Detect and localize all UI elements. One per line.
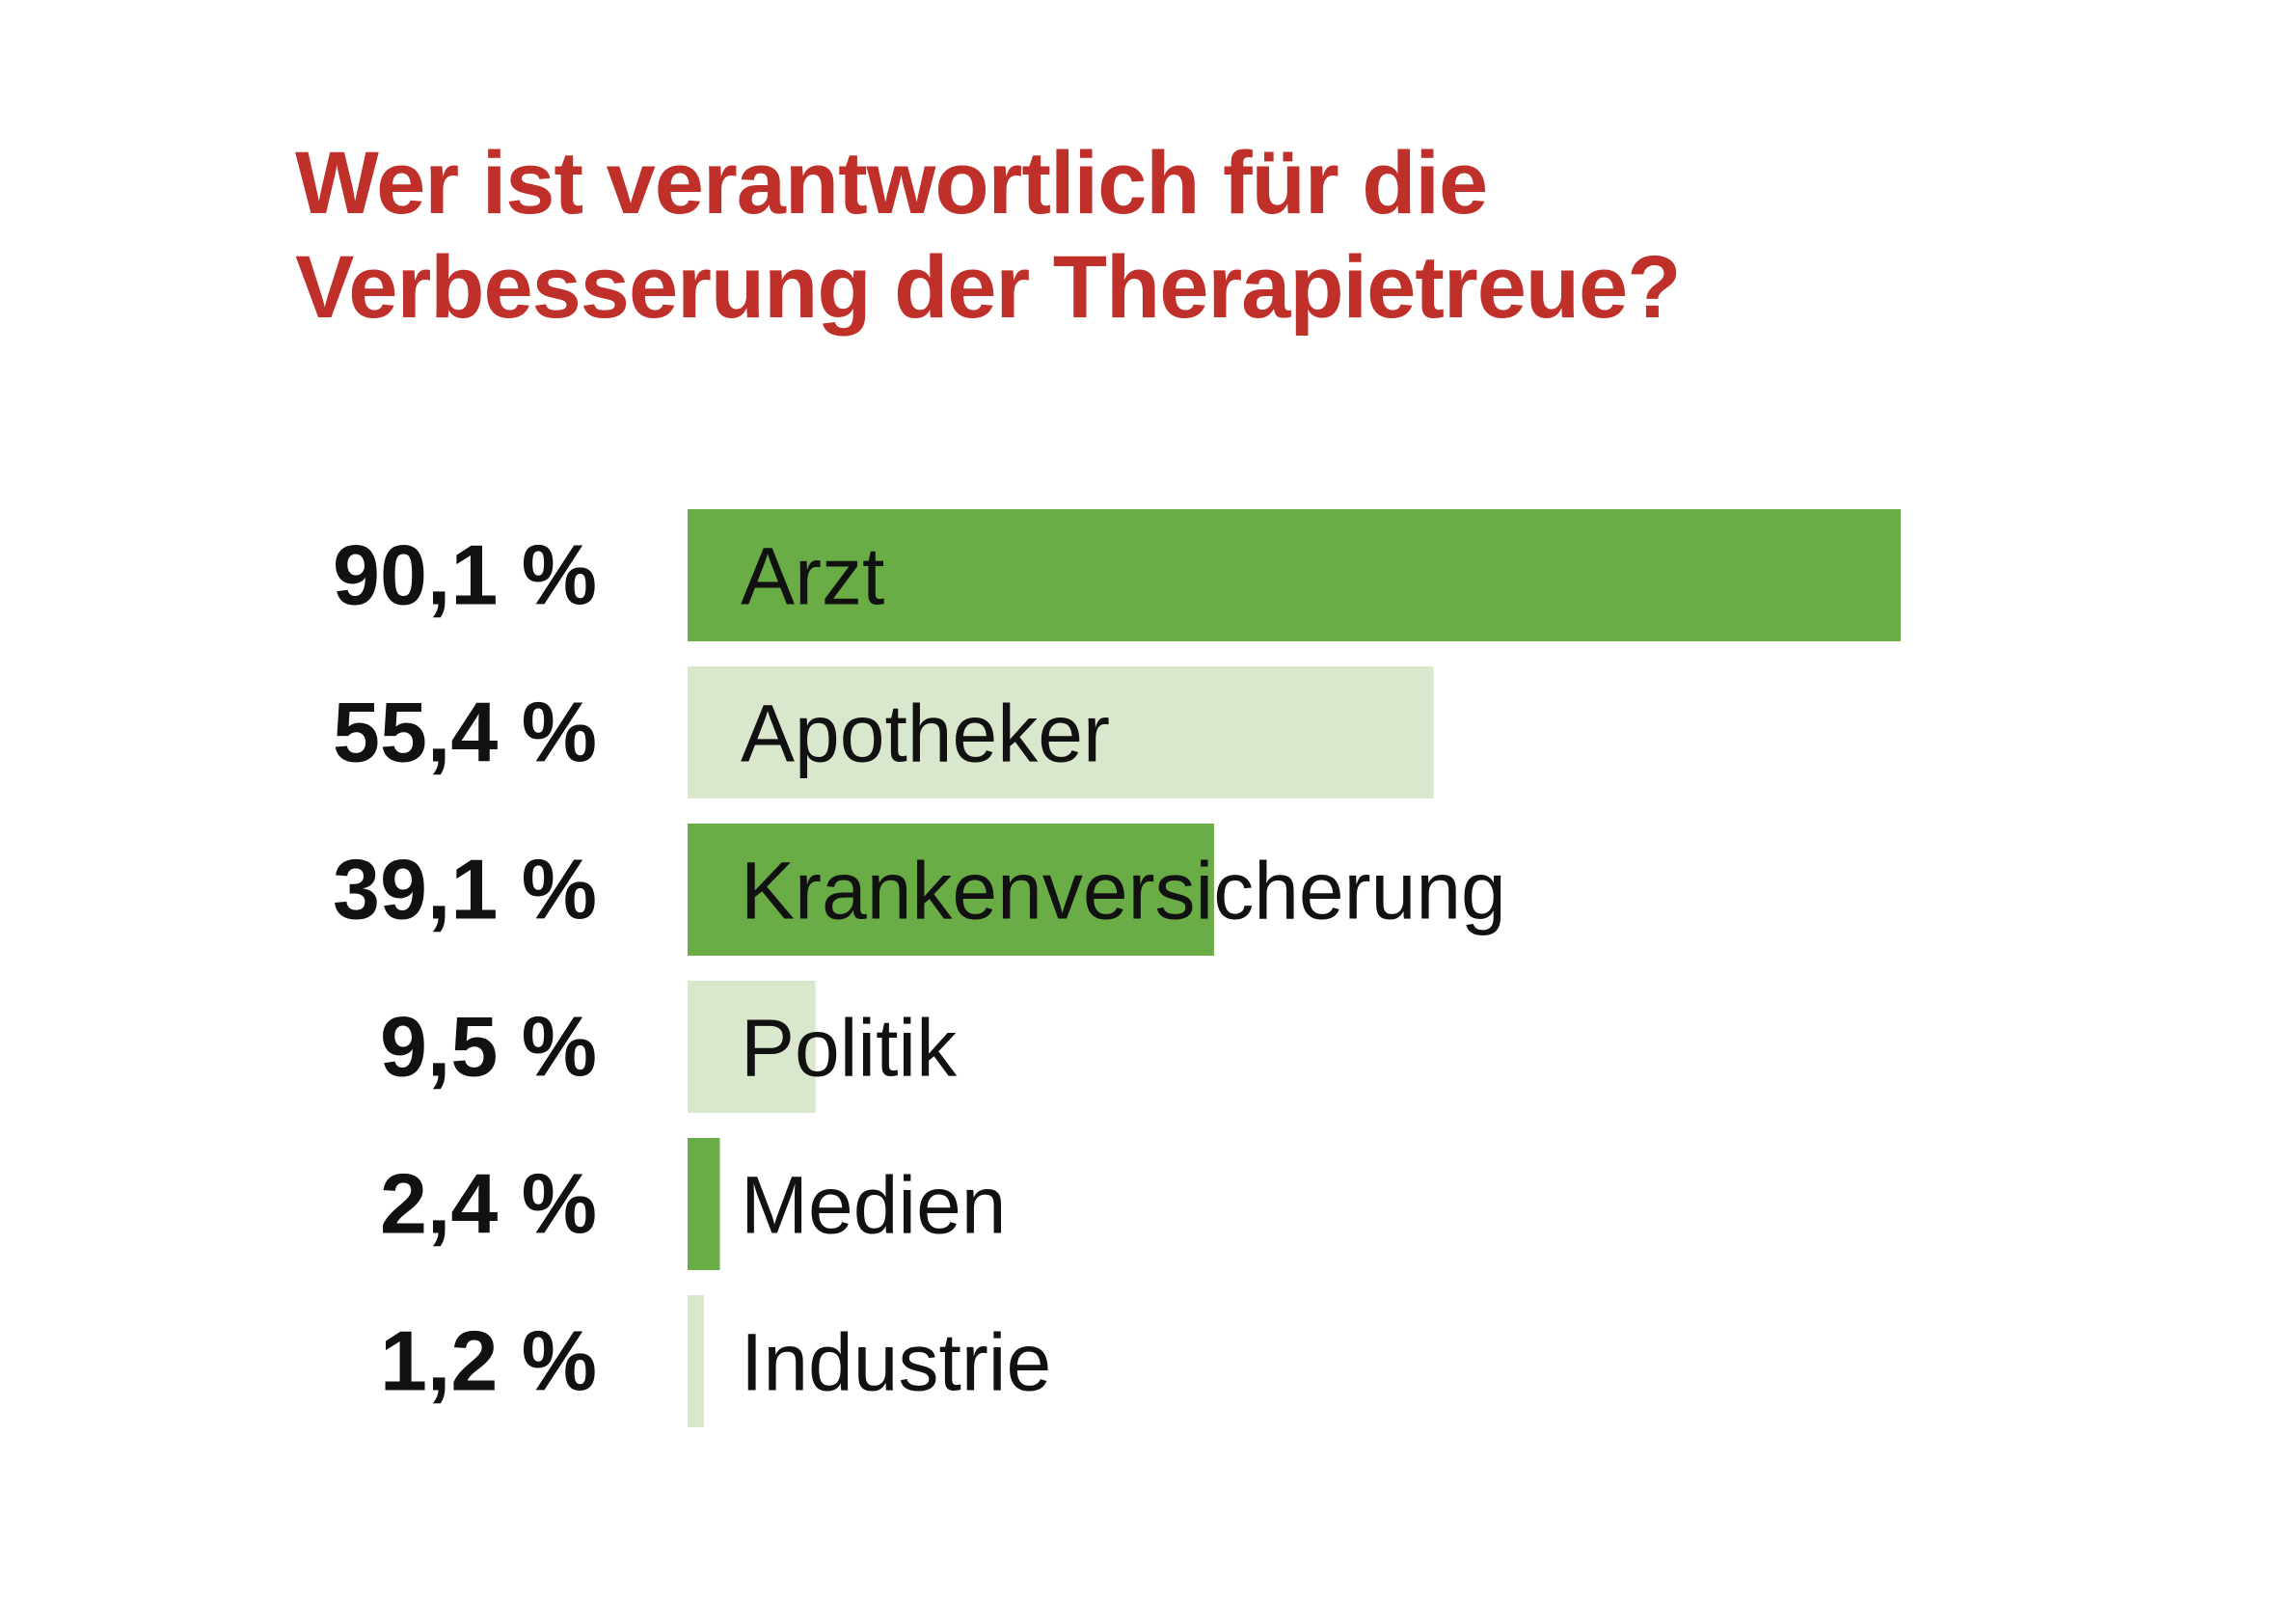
bar-arzt [688, 509, 1901, 641]
value-label-industrie: 1,2 % [380, 1313, 597, 1409]
category-label-arzt: Arzt [741, 531, 884, 622]
bar-politik [688, 981, 816, 1113]
value-label-krankenversicherung: 39,1 % [333, 842, 597, 937]
bar-krankenversicherung [688, 824, 1214, 956]
category-label-krankenversicherung: Krankenversicherung [741, 846, 1506, 936]
chart-title-line-1: Wer ist verantwortlich für die [295, 134, 1488, 232]
chart-title-line-2: Verbesserung der Therapietreue? [295, 238, 1681, 337]
value-label-politik: 9,5 % [380, 999, 597, 1095]
category-label-industrie: Industrie [741, 1317, 1051, 1408]
value-label-medien: 2,4 % [380, 1156, 597, 1252]
value-label-apotheker: 55,4 % [333, 685, 597, 780]
bar-medien [688, 1138, 720, 1270]
bars-layer [688, 509, 1901, 1427]
category-labels-layer: Arzt Apotheker Krankenversicherung Politik M… [741, 531, 1506, 1408]
bar-apotheker [688, 666, 1434, 798]
category-label-apotheker: Apotheker [741, 689, 1110, 779]
category-label-medien: Medien [741, 1160, 1007, 1251]
category-label-politik: Politik [741, 1003, 958, 1094]
bar-industrie [688, 1295, 704, 1427]
value-label-arzt: 90,1 % [333, 528, 597, 623]
value-labels-layer: 90,1 % 55,4 % 39,1 % 9,5 % 2,4 % 1,2 % [333, 528, 597, 1409]
chart-title: Wer ist verantwortlich für die Verbesser… [295, 131, 2127, 339]
